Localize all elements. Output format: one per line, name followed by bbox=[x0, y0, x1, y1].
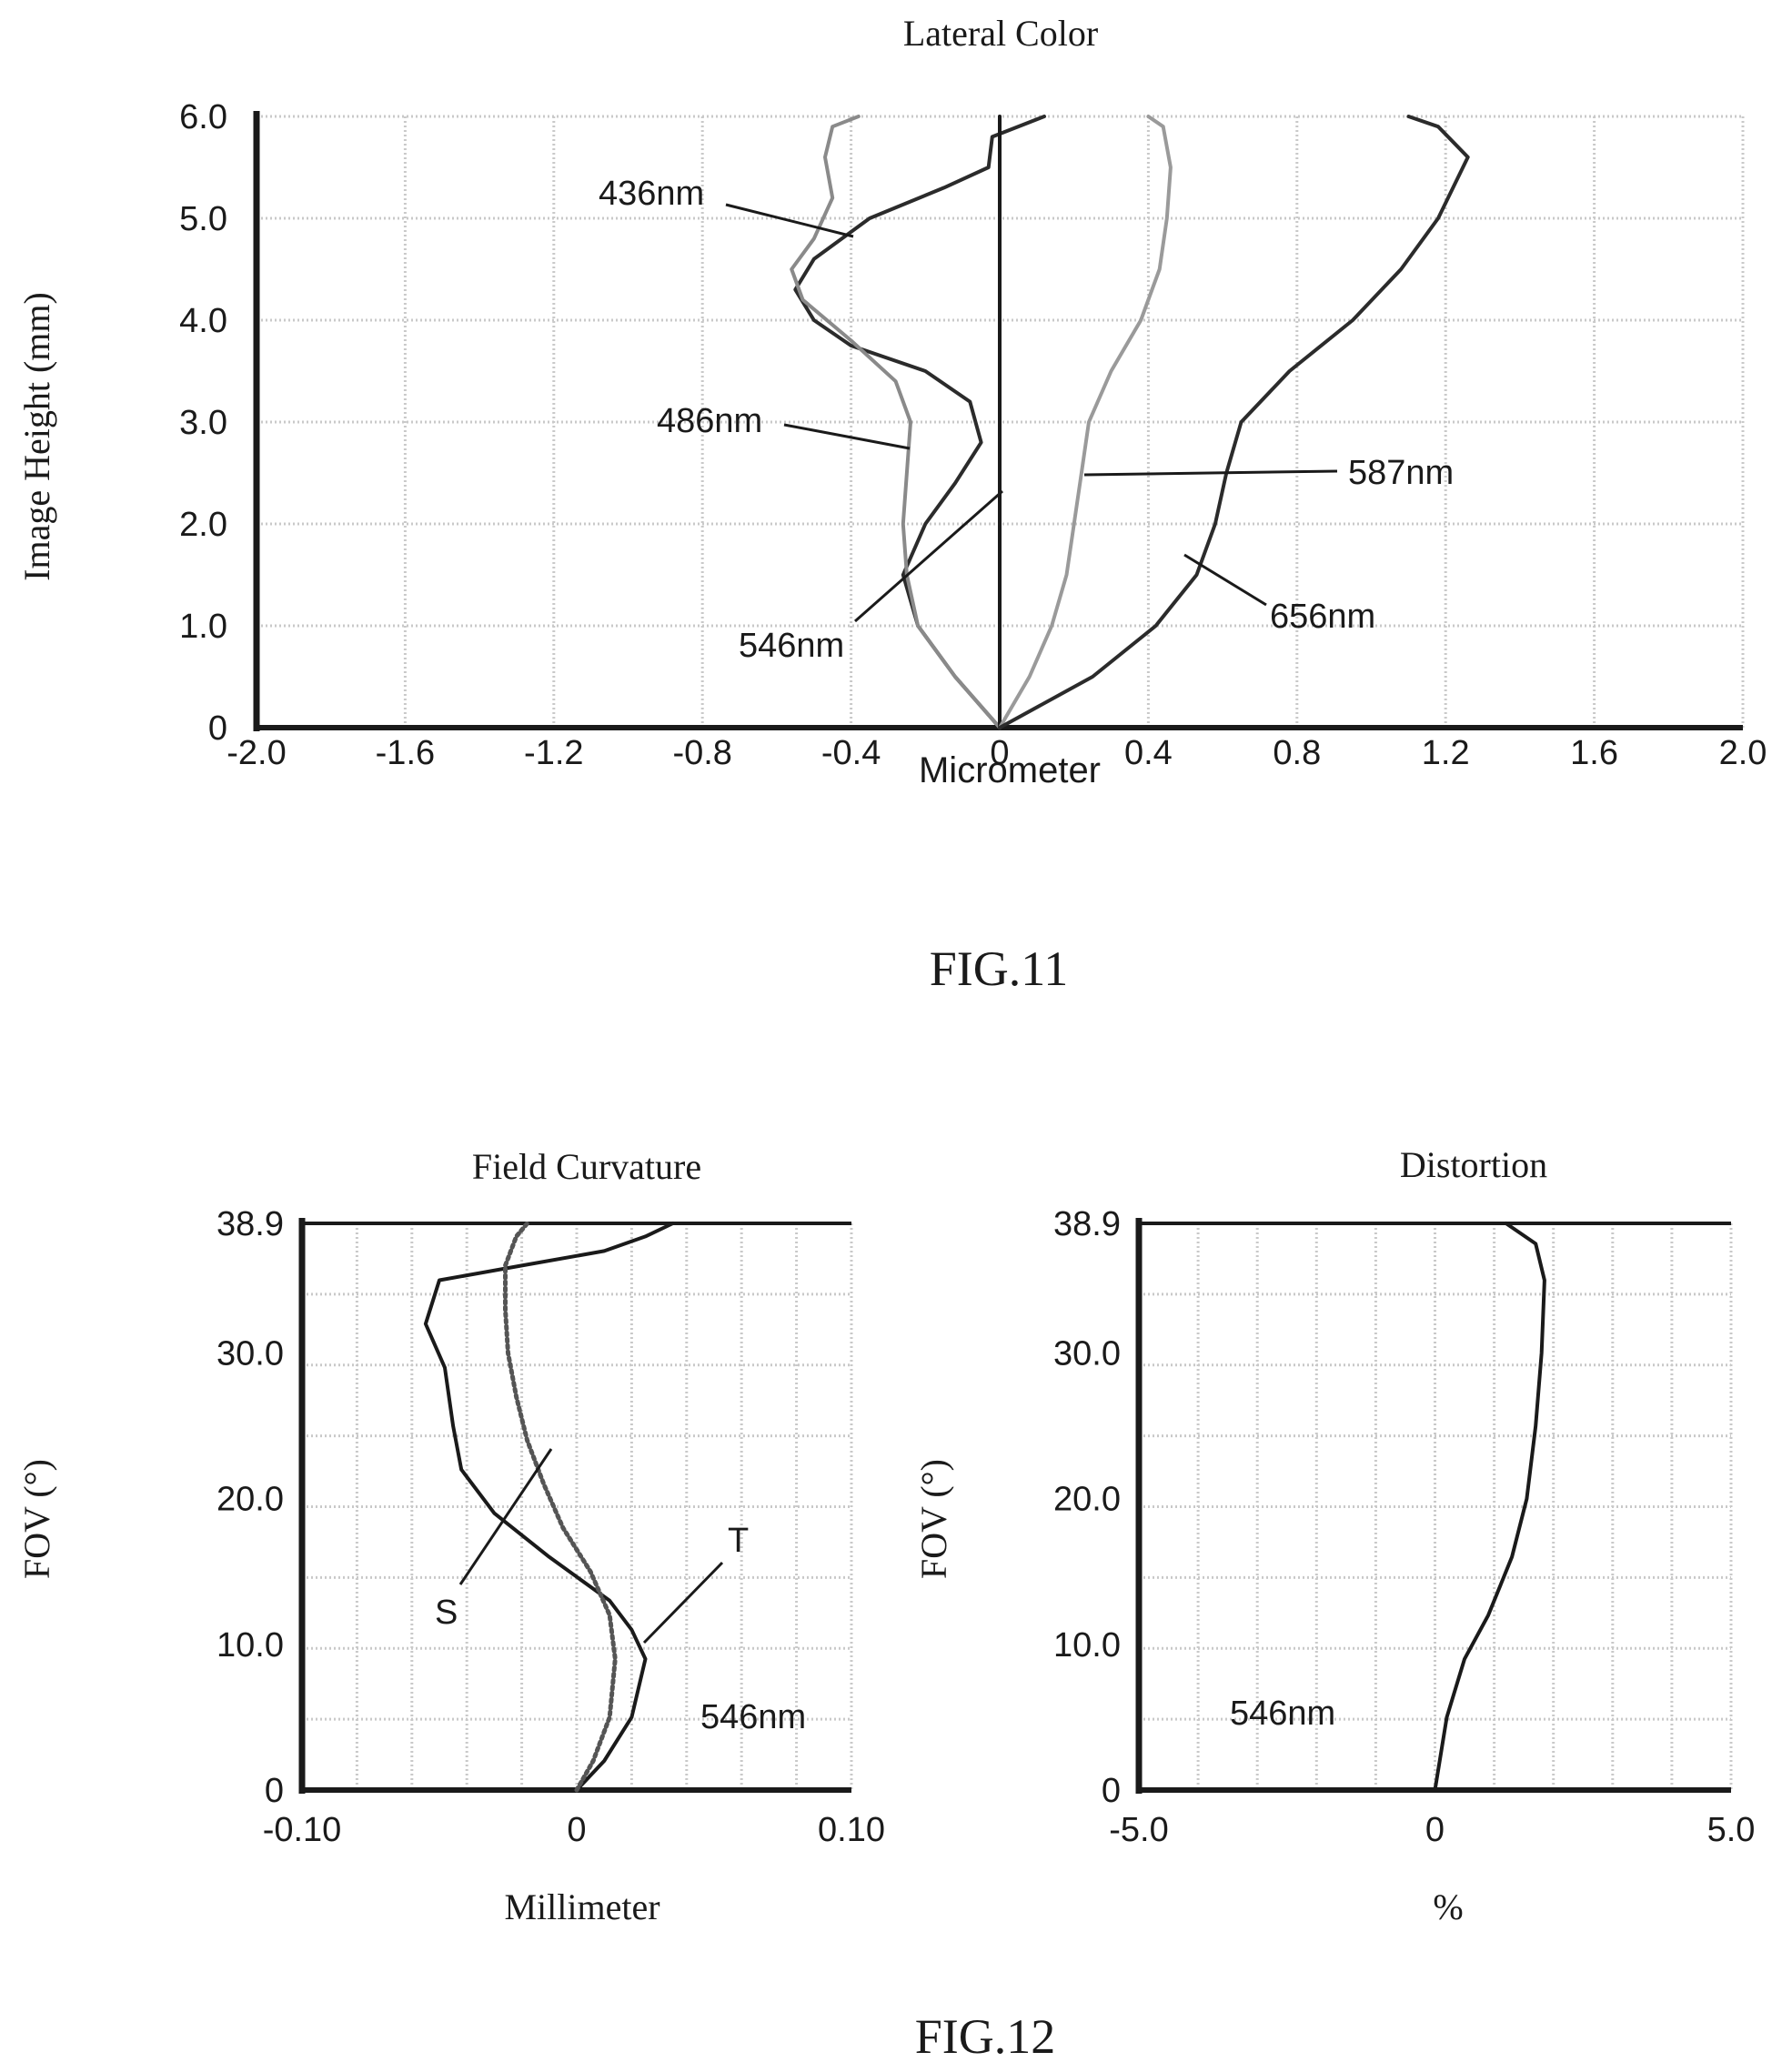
y-tick-label: 10.0 bbox=[216, 1626, 284, 1665]
series-line-s bbox=[503, 1221, 618, 1793]
x-tick-label: 1.6 bbox=[1570, 734, 1618, 772]
series-line-546nm bbox=[1433, 1222, 1546, 1792]
series-line-436nm bbox=[793, 115, 1046, 729]
x-tick-label: -2.0 bbox=[227, 734, 286, 772]
x-tick-label: 0 bbox=[567, 1811, 586, 1849]
chart-title: Field Curvature bbox=[472, 1146, 701, 1187]
y-tick-label: 30.0 bbox=[1053, 1335, 1121, 1373]
x-tick-label: -0.4 bbox=[821, 734, 881, 772]
series-lines bbox=[790, 115, 1470, 729]
y-tick-label: 3.0 bbox=[179, 404, 227, 442]
y-tick-labels: 0 10.0 20.0 30.0 38.9 bbox=[216, 1205, 284, 1810]
annotation-leader-486 bbox=[783, 423, 911, 450]
series-lines bbox=[1433, 1222, 1546, 1792]
x-tick-label: -5.0 bbox=[1109, 1811, 1168, 1849]
y-axis-label: Image Height (mm) bbox=[16, 292, 57, 581]
annotation-t: T bbox=[728, 1522, 749, 1560]
annotation-leader-436 bbox=[725, 203, 854, 238]
y-axis-label: FOV (°) bbox=[16, 1459, 57, 1579]
annotation-546nm: 546nm bbox=[1230, 1695, 1335, 1733]
annotation-s: S bbox=[435, 1594, 458, 1632]
y-tick-label: 30.0 bbox=[216, 1335, 284, 1373]
y-tick-label: 20.0 bbox=[1053, 1481, 1121, 1519]
figure-caption-11: FIG.11 bbox=[930, 941, 1069, 996]
x-tick-label: 0.10 bbox=[818, 1811, 885, 1849]
chart-title: Distortion bbox=[1400, 1144, 1547, 1185]
x-tick-label: 0.4 bbox=[1124, 734, 1173, 772]
y-tick-labels: 0 10.0 20.0 30.0 38.9 bbox=[1053, 1205, 1121, 1810]
y-tick-label: 2.0 bbox=[179, 506, 227, 544]
lateral-color-chart: Lateral Color -2.0 -1.6 -1.2 -0.8 -0.4 0 0.4 0.… bbox=[16, 13, 1767, 790]
x-tick-label: 1.2 bbox=[1422, 734, 1470, 772]
y-tick-label: 0 bbox=[208, 709, 227, 748]
x-tick-label: -0.10 bbox=[263, 1811, 342, 1849]
chart-title: Lateral Color bbox=[903, 13, 1098, 54]
y-tick-label: 0 bbox=[1102, 1772, 1121, 1810]
y-tick-label: 0 bbox=[265, 1772, 284, 1810]
annotation-leader-656 bbox=[1183, 553, 1267, 607]
annotation-leader-587 bbox=[1083, 469, 1338, 477]
x-axis-label: % bbox=[1433, 1886, 1463, 1927]
distortion-chart: Distortion -5.0 0 5.0 010.020.030.038.9 54… bbox=[913, 1144, 1755, 1927]
series-lines bbox=[423, 1221, 675, 1793]
x-tick-label: 5.0 bbox=[1707, 1811, 1756, 1849]
gridlines bbox=[1137, 1222, 1733, 1792]
figure-caption-12: FIG.12 bbox=[915, 2009, 1056, 2064]
annotation-546nm: 546nm bbox=[700, 1698, 806, 1736]
y-axis-label: FOV (°) bbox=[913, 1459, 954, 1579]
annotation-leader-s bbox=[458, 1448, 553, 1585]
annotation-546nm: 546nm bbox=[739, 627, 844, 665]
y-tick-label: 10.0 bbox=[1053, 1626, 1121, 1665]
annotations: 546nm bbox=[1230, 1695, 1335, 1733]
y-tick-labels: 0 1.0 2.0 3.0 4.0 5.0 6.0 bbox=[179, 98, 227, 748]
annotation-486nm: 486nm bbox=[657, 402, 762, 440]
x-tick-label: 0.8 bbox=[1273, 734, 1321, 772]
x-tick-label: -0.8 bbox=[672, 734, 731, 772]
y-tick-label: 6.0 bbox=[179, 98, 227, 136]
annotation-436nm: 436nm bbox=[599, 175, 704, 213]
y-tick-label: 38.9 bbox=[1053, 1205, 1121, 1243]
x-tick-labels: -2.0 -1.6 -1.2 -0.8 -0.4 0 0.4 0.8 1.2 1.6 2.0 bbox=[227, 734, 1767, 772]
y-tick-label: 4.0 bbox=[179, 302, 227, 340]
series-line-486nm bbox=[790, 115, 1002, 729]
series-line-587nm bbox=[998, 115, 1173, 729]
x-tick-label: 0 bbox=[990, 734, 1009, 772]
annotations: S T 546nm bbox=[435, 1448, 806, 1736]
y-tick-label: 38.9 bbox=[216, 1205, 284, 1243]
x-tick-labels: -0.10 0 0.10 bbox=[263, 1811, 885, 1849]
annotation-587nm: 587nm bbox=[1348, 454, 1454, 492]
y-tick-label: 5.0 bbox=[179, 200, 227, 238]
y-tick-label: 1.0 bbox=[179, 608, 227, 646]
y-tick-label: 20.0 bbox=[216, 1481, 284, 1519]
x-axis-label: Micrometer bbox=[919, 750, 1101, 790]
x-tick-label: 2.0 bbox=[1719, 734, 1767, 772]
gridlines bbox=[300, 1222, 853, 1792]
annotation-leader-t bbox=[642, 1561, 724, 1645]
series-line-656nm bbox=[998, 115, 1470, 729]
field-curvature-chart: Field Curvature -0.10 0 0.10 010.020.030.0… bbox=[16, 1146, 885, 1927]
annotations: 436nm 486nm 546nm 587nm 656nm bbox=[599, 175, 1454, 665]
x-axis-label: Millimeter bbox=[504, 1886, 659, 1927]
x-tick-label: 0 bbox=[1425, 1811, 1445, 1849]
series-line-t bbox=[423, 1222, 675, 1792]
x-tick-labels: -5.0 0 5.0 bbox=[1109, 1811, 1755, 1849]
x-tick-label: -1.6 bbox=[376, 734, 435, 772]
annotation-leader-546 bbox=[854, 489, 1003, 623]
x-tick-label: -1.2 bbox=[524, 734, 583, 772]
annotation-656nm: 656nm bbox=[1270, 598, 1375, 636]
